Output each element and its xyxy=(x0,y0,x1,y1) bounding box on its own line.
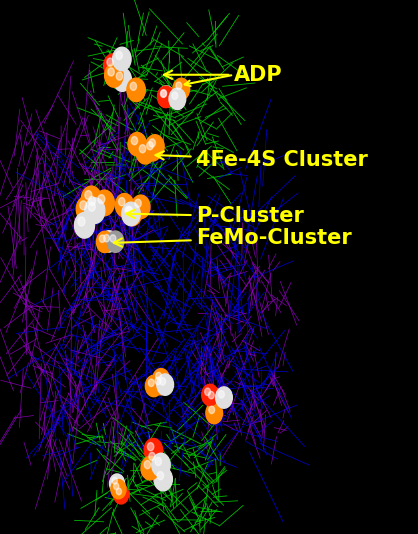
Circle shape xyxy=(76,197,96,222)
Text: FeMo-Cluster: FeMo-Cluster xyxy=(114,227,352,248)
Circle shape xyxy=(111,480,126,499)
Circle shape xyxy=(160,378,166,385)
Circle shape xyxy=(169,88,186,109)
Circle shape xyxy=(158,86,175,107)
Circle shape xyxy=(101,231,117,252)
Circle shape xyxy=(205,388,211,396)
Circle shape xyxy=(205,388,222,409)
Circle shape xyxy=(98,194,105,203)
Circle shape xyxy=(126,207,133,215)
Circle shape xyxy=(110,235,116,242)
Circle shape xyxy=(146,135,164,158)
Circle shape xyxy=(107,231,124,253)
Circle shape xyxy=(206,402,222,423)
Circle shape xyxy=(155,377,161,384)
Circle shape xyxy=(139,145,146,153)
Circle shape xyxy=(136,140,155,164)
Circle shape xyxy=(173,78,190,100)
Circle shape xyxy=(149,452,155,460)
Circle shape xyxy=(80,201,87,210)
Circle shape xyxy=(145,375,162,397)
Circle shape xyxy=(110,474,125,493)
Circle shape xyxy=(145,448,164,472)
Circle shape xyxy=(94,190,115,216)
Circle shape xyxy=(85,191,92,200)
Circle shape xyxy=(125,206,132,215)
Text: 4Fe-4S Cluster: 4Fe-4S Cluster xyxy=(155,150,368,170)
Circle shape xyxy=(74,213,94,238)
Circle shape xyxy=(108,68,114,76)
Circle shape xyxy=(155,372,161,380)
Circle shape xyxy=(88,202,95,211)
Circle shape xyxy=(114,485,129,504)
Circle shape xyxy=(143,137,162,161)
Circle shape xyxy=(131,137,138,145)
Circle shape xyxy=(78,217,85,226)
Circle shape xyxy=(114,483,119,490)
Circle shape xyxy=(104,54,122,77)
Circle shape xyxy=(147,142,153,150)
Circle shape xyxy=(152,373,169,395)
Circle shape xyxy=(107,58,113,66)
Circle shape xyxy=(152,453,170,477)
Circle shape xyxy=(144,438,163,462)
Circle shape xyxy=(130,82,137,90)
Circle shape xyxy=(135,199,141,207)
Circle shape xyxy=(127,78,145,101)
Text: P-Cluster: P-Cluster xyxy=(126,206,304,226)
Circle shape xyxy=(99,235,105,242)
Circle shape xyxy=(85,198,105,223)
Circle shape xyxy=(119,198,125,206)
Circle shape xyxy=(172,92,178,99)
Circle shape xyxy=(153,368,169,390)
Circle shape xyxy=(148,379,154,387)
Circle shape xyxy=(176,82,182,90)
Circle shape xyxy=(113,68,131,91)
Circle shape xyxy=(157,374,173,395)
Circle shape xyxy=(161,90,167,97)
Circle shape xyxy=(116,72,122,80)
Circle shape xyxy=(209,406,215,413)
Circle shape xyxy=(158,87,174,108)
Circle shape xyxy=(85,192,105,217)
Circle shape xyxy=(132,195,150,218)
Circle shape xyxy=(104,64,123,87)
Circle shape xyxy=(89,197,96,206)
Circle shape xyxy=(123,202,142,226)
Circle shape xyxy=(154,467,172,491)
Circle shape xyxy=(116,488,122,495)
Circle shape xyxy=(155,457,161,466)
Circle shape xyxy=(141,457,159,480)
Circle shape xyxy=(149,139,155,147)
Circle shape xyxy=(216,387,232,408)
Circle shape xyxy=(144,460,150,469)
Circle shape xyxy=(115,193,134,217)
Circle shape xyxy=(112,477,117,484)
Circle shape xyxy=(148,443,154,451)
Circle shape xyxy=(116,51,122,60)
Circle shape xyxy=(202,384,219,406)
Circle shape xyxy=(122,202,140,226)
Text: ADP: ADP xyxy=(164,65,283,85)
Circle shape xyxy=(104,234,110,242)
Circle shape xyxy=(208,391,214,399)
Circle shape xyxy=(128,132,146,156)
Circle shape xyxy=(113,47,131,70)
Circle shape xyxy=(82,186,102,211)
Circle shape xyxy=(97,231,113,253)
Circle shape xyxy=(157,472,163,480)
Circle shape xyxy=(161,90,166,98)
Circle shape xyxy=(219,390,224,398)
